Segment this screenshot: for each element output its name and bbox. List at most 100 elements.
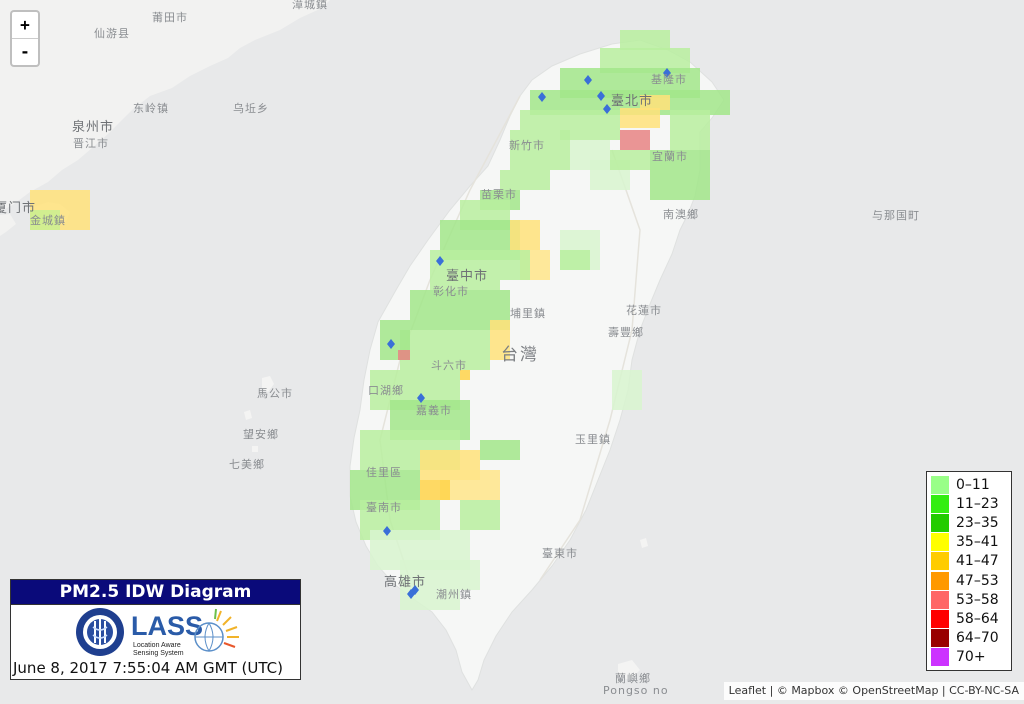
sensor-marker[interactable] <box>436 256 444 266</box>
place-label: 斗六市 <box>431 359 467 372</box>
sensor-marker[interactable] <box>417 393 425 403</box>
idw-cell <box>510 220 540 250</box>
legend-item: 47–53 <box>931 571 1007 590</box>
legend-swatch <box>931 609 949 628</box>
place-label: 高雄市 <box>384 575 427 590</box>
place-label: 埔里鎮 <box>510 307 546 320</box>
legend-swatch <box>931 475 949 494</box>
place-label: 宜蘭市 <box>652 150 688 163</box>
place-label: 潮州鎮 <box>436 588 472 601</box>
place-label: 台灣 <box>501 345 539 365</box>
idw-cell <box>460 500 500 530</box>
idw-cell <box>490 320 510 360</box>
place-label: 乌坵乡 <box>233 102 269 115</box>
place-label: 与那国町 <box>872 209 920 222</box>
green-island <box>640 538 648 548</box>
place-label: 南澳鄉 <box>663 208 699 221</box>
legend-swatch <box>931 629 949 648</box>
mainland-land <box>0 0 330 212</box>
idw-cell <box>510 130 570 170</box>
idw-cell <box>610 150 650 170</box>
place-label: 臺東市 <box>542 547 578 560</box>
sensor-marker[interactable] <box>411 585 419 595</box>
lass-globe-icon <box>194 608 239 652</box>
lass-logo-text: LASS <box>131 611 203 641</box>
place-label: 臺北市 <box>611 94 654 109</box>
legend-label: 41–47 <box>956 553 999 570</box>
pm25-legend: 0–11 11–23 23–35 35–41 41–47 47–53 53–58… <box>926 471 1012 671</box>
place-label: 苗栗市 <box>481 188 517 201</box>
legend-swatch <box>931 494 949 513</box>
idw-cell <box>620 108 660 128</box>
sensor-marker[interactable] <box>584 75 592 85</box>
idw-cell <box>612 370 642 410</box>
legend-swatch <box>931 648 949 667</box>
mainland-land-south <box>0 214 16 236</box>
legend-label: 70+ <box>956 649 986 666</box>
legend-item: 64–70 <box>931 629 1007 648</box>
place-label: 臺中市 <box>446 269 489 284</box>
sensor-marker[interactable] <box>663 68 671 78</box>
sensor-marker[interactable] <box>538 92 546 102</box>
idw-cell <box>480 440 520 460</box>
place-label: 臺南市 <box>366 501 402 514</box>
place-label: 泉州市 <box>72 120 115 135</box>
idw-cell <box>640 95 670 110</box>
idw-cell <box>500 250 530 280</box>
legend-label: 11–23 <box>956 495 999 512</box>
legend-label: 58–64 <box>956 610 999 627</box>
idw-cell <box>500 170 550 190</box>
lass-subtitle: Location Aware <box>133 642 181 649</box>
place-label: 新竹市 <box>509 139 545 152</box>
zoom-in-button[interactable]: + <box>20 15 30 34</box>
legend-label: 35–41 <box>956 534 999 551</box>
legend-item: 70+ <box>931 648 1007 667</box>
place-label: 莆田市 <box>152 11 188 24</box>
place-label: 口湖鄉 <box>368 384 404 397</box>
place-label: Pongso no <box>603 684 669 697</box>
idw-cell <box>460 370 470 380</box>
legend-swatch <box>931 552 949 571</box>
place-label: 蘭嶼鄉 <box>615 672 651 685</box>
zoom-out-button[interactable]: - <box>12 38 38 65</box>
place-label: 彰化市 <box>433 285 469 298</box>
idw-cell <box>420 480 450 500</box>
place-label: 花蓮市 <box>626 304 662 317</box>
zoom-control: + - <box>10 10 40 67</box>
pm25-idw-layer <box>30 30 730 610</box>
place-label: 晋江市 <box>73 137 109 150</box>
idw-cell <box>620 30 670 50</box>
idw-cell <box>400 560 480 590</box>
legend-item: 11–23 <box>931 494 1007 513</box>
legend-label: 47–53 <box>956 572 999 589</box>
place-label: 金城鎮 <box>30 214 66 227</box>
legend-swatch <box>931 533 949 552</box>
legend-label: 0–11 <box>956 476 990 493</box>
place-label: 壽豐鄉 <box>608 326 644 339</box>
idw-cell <box>560 250 590 270</box>
legend-item: 23–35 <box>931 513 1007 532</box>
legend-swatch <box>931 571 949 590</box>
timestamp: June 8, 2017 7:55:04 AM GMT (UTC) <box>13 659 283 677</box>
sensor-marker[interactable] <box>597 91 605 101</box>
legend-item: 35–41 <box>931 533 1007 552</box>
idw-cell <box>620 130 650 150</box>
orchid-island <box>618 660 640 680</box>
place-label: 玉里鎮 <box>575 433 611 446</box>
idw-cell <box>670 110 710 150</box>
diagram-title: PM2.5 IDW Diagram <box>11 580 300 605</box>
sensor-marker[interactable] <box>603 104 611 114</box>
logos: LASS Location Aware Sensing System <box>76 608 239 657</box>
legend-label: 64–70 <box>956 630 999 647</box>
legend-label: 53–58 <box>956 591 999 608</box>
idw-cell <box>398 350 410 360</box>
place-label: 厦门市 <box>0 201 37 216</box>
sensor-marker[interactable] <box>383 526 391 536</box>
place-label: 基隆市 <box>651 73 687 86</box>
legend-item: 53–58 <box>931 590 1007 609</box>
idw-cell <box>430 250 500 290</box>
legend-swatch <box>931 590 949 609</box>
lass-subtitle: Sensing System <box>133 650 184 657</box>
idw-cell <box>520 110 560 130</box>
sensor-marker[interactable] <box>387 339 395 349</box>
